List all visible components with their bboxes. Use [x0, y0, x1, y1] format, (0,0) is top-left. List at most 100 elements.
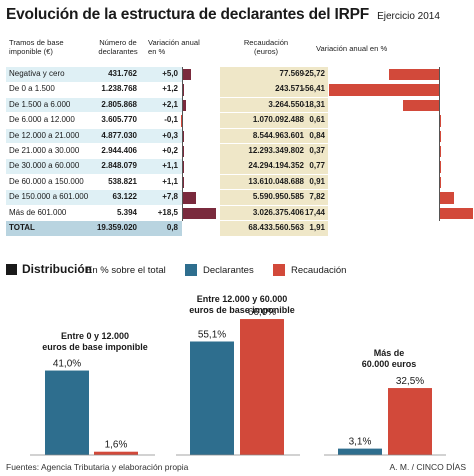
cell-var-declarantes: +0,2	[162, 146, 178, 155]
cell-recaudacion: 13.610.048.688	[248, 176, 304, 186]
group-label-3: Más de 60.000 euros	[334, 348, 444, 370]
cell-tramo: Más de 601.000	[9, 207, 67, 217]
bar-var-recaudacion	[439, 207, 473, 219]
cell-var-declarantes: +2,1	[162, 99, 178, 109]
bar-var-declarantes	[182, 161, 185, 173]
cell-declarantes: 2.805.868	[101, 99, 137, 109]
bar-var-declarantes	[180, 115, 182, 127]
bar-declarantes	[338, 448, 382, 455]
table-row-bg-recaudacion	[220, 174, 328, 190]
bar-var-declarantes	[182, 176, 185, 189]
footer-source: Fuentes: Agencia Tributaria y elaboració…	[6, 462, 189, 472]
cell-declarantes: 2.944.406	[101, 146, 137, 155]
title-text: Evolución de la estructura de declarante…	[6, 6, 369, 23]
cell-declarantes: 1.238.768	[101, 84, 137, 94]
header-recaudacion: Recaudación (euros)	[243, 38, 289, 56]
cell-var-declarantes: +7,8	[162, 192, 178, 202]
table-row-bg-recaudacion	[220, 82, 328, 98]
cell-recaudacion: 24.294.194.352	[248, 161, 304, 171]
table-row-bg-recaudacion	[220, 97, 328, 113]
cell-declarantes: 3.605.770	[101, 115, 137, 125]
legend-label-declarantes: Declarantes	[203, 265, 254, 276]
group-label-2: Entre 12.000 y 60.000 euros de base impo…	[172, 294, 312, 316]
bar-value-label: 66,0%	[248, 307, 276, 318]
cell-var-recaudacion: 17,44	[304, 207, 325, 217]
table-row-bg-recaudacion	[220, 190, 328, 205]
cell-var-declarantes: +5,0	[162, 69, 178, 78]
bar-recaudacion	[94, 451, 138, 455]
cell-declarantes: 4.877.030	[101, 130, 137, 140]
bar-var-declarantes	[182, 69, 192, 81]
bar-recaudacion	[388, 388, 432, 455]
table-row-bg	[6, 97, 182, 113]
group-label-1-line1: Entre 0 y 12.000	[60, 331, 130, 341]
cell-var-recaudacion: -25,72	[302, 69, 325, 78]
table-row-bg-recaudacion	[220, 128, 328, 144]
group-label-1: Entre 0 y 12.000 euros de base imponible	[30, 331, 160, 353]
cell-var-recaudacion: 0,61	[309, 115, 325, 125]
header-variacion-recaudacion: Variación anual en %	[316, 44, 388, 53]
baseline-recaudacion	[439, 67, 440, 221]
cell-declarantes: 63.122	[112, 192, 137, 202]
cell-declarantes: 2.848.079	[101, 161, 137, 171]
group-label-1-line2: euros de base imponible	[42, 342, 148, 352]
cell-tramo: De 30.000 a 60.000	[9, 161, 80, 171]
bar-var-recaudacion	[439, 176, 441, 189]
legend-swatch-declarantes	[185, 264, 197, 276]
cell-var-declarantes: +0,3	[162, 130, 178, 140]
cell-declarantes: 538.821	[108, 176, 137, 186]
footer-credit: A. M. / CINCO DÍAS	[389, 462, 466, 472]
table-row-bg	[6, 67, 182, 82]
group-label-2-line2: euros de base imponible	[189, 305, 295, 315]
table-row-bg	[6, 82, 182, 98]
section-marker	[6, 264, 17, 275]
total-var-recaudacion: 1,91	[309, 223, 325, 232]
bar-var-declarantes	[182, 84, 185, 96]
total-label: TOTAL	[9, 223, 35, 232]
cell-recaudacion: 1.070.092.488	[252, 115, 304, 125]
table-row-bg	[6, 205, 182, 221]
bar-value-label: 32,5%	[396, 376, 424, 387]
cell-declarantes: 431.762	[108, 69, 137, 78]
total-declarantes: 19.359.020	[96, 223, 137, 232]
bar-value-label: 41,0%	[53, 359, 81, 370]
bar-var-recaudacion	[403, 99, 439, 112]
baseline-declarantes	[182, 67, 183, 221]
cell-recaudacion: 243.571	[275, 84, 304, 94]
header-tramos: Tramos de base imponible (€)	[9, 38, 64, 56]
table-row-bg	[6, 144, 182, 159]
group-label-3-line1: Más de	[373, 348, 405, 358]
header-variacion-declarantes: Variación anual en %	[148, 38, 200, 56]
cell-var-recaudacion: 0,91	[309, 176, 325, 186]
cell-tramo: De 6.000 a 12.000	[9, 115, 75, 125]
bar-declarantes	[45, 370, 89, 455]
distribution-bar-chart: 41,0% 55,1% 3,1% 1,6% 66,0% 32,5%	[30, 307, 446, 456]
bar-var-declarantes	[182, 192, 197, 204]
title-subtitle: Ejercicio 2014	[377, 11, 440, 22]
cell-recaudacion: 77.569	[279, 69, 304, 78]
bar-var-declarantes	[182, 207, 216, 219]
total-row-bg	[6, 221, 182, 237]
table-row-bg-recaudacion	[220, 144, 328, 159]
total-var-declarantes: 0,8	[166, 223, 178, 232]
cell-var-declarantes: +1,1	[162, 161, 178, 171]
cell-var-declarantes: +1,1	[162, 176, 178, 186]
total-recaudacion: 68.433.560.563	[248, 223, 304, 232]
cell-tramo: Negativa y cero	[9, 69, 65, 78]
cell-recaudacion: 8.544.963.601	[252, 130, 304, 140]
bar-var-recaudacion	[388, 69, 439, 81]
cell-recaudacion: 3.026.375.406	[252, 207, 304, 217]
cell-var-declarantes: +1,2	[162, 84, 178, 94]
cell-var-recaudacion: 0,84	[309, 130, 325, 140]
table-row-bg	[6, 159, 182, 175]
bar-var-recaudacion	[439, 192, 455, 204]
dist-subtitle: En % sobre el total	[86, 265, 166, 276]
dist-title: Distribución	[22, 262, 93, 276]
bar-value-label: 1,6%	[105, 440, 128, 451]
bar-declarantes	[190, 341, 234, 455]
cell-tramo: De 60.000 a 150.000	[9, 176, 84, 186]
chart-title: Evolución de la estructura de declarante…	[6, 6, 440, 24]
cell-var-recaudacion: 7,82	[309, 192, 325, 202]
cell-var-recaudacion: 0,77	[309, 161, 325, 171]
cell-tramo: De 150.000 a 601.000	[9, 192, 89, 202]
